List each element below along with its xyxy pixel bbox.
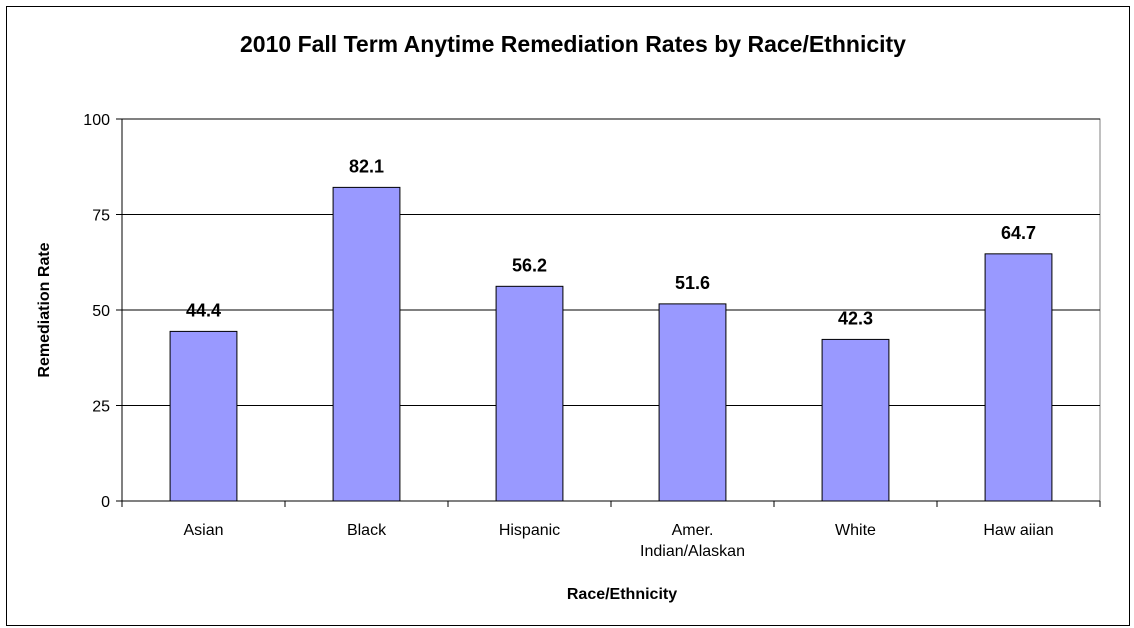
x-tick-label: Amer.: [672, 522, 714, 539]
bar-chart: 2010 Fall Term Anytime Remediation Rates…: [36, 31, 1101, 603]
bar: [332, 186, 401, 502]
x-tick-label: White: [835, 522, 876, 539]
chart-container: 2010 Fall Term Anytime Remediation Rates…: [6, 6, 1130, 626]
x-tick-label: Hispanic: [499, 522, 560, 539]
bar: [658, 303, 727, 502]
data-label: 82.1: [349, 156, 384, 176]
bars: [169, 186, 1053, 502]
bar: [495, 285, 564, 502]
bar: [169, 330, 238, 502]
y-tick-label: 0: [101, 494, 110, 511]
x-tick-label: Asian: [183, 522, 223, 539]
gridlines: [121, 118, 1101, 502]
data-label: 42.3: [838, 308, 873, 328]
y-tick-label: 100: [83, 112, 110, 129]
x-tick-label: Haw aiian: [983, 522, 1053, 539]
x-tick-label: Indian/Alaskan: [640, 543, 745, 560]
bar: [821, 338, 890, 502]
y-axis-title: Remediation Rate: [36, 242, 53, 377]
data-label: 51.6: [675, 273, 710, 293]
bar: [984, 253, 1053, 502]
chart-title: 2010 Fall Term Anytime Remediation Rates…: [240, 31, 906, 57]
data-label: 56.2: [512, 255, 547, 275]
data-label: 64.7: [1001, 223, 1036, 243]
x-tick-label: Black: [347, 522, 387, 539]
y-tick-label: 25: [92, 399, 110, 416]
y-tick-label: 75: [92, 208, 110, 225]
data-label: 44.4: [186, 300, 221, 320]
y-tick-label: 50: [92, 303, 110, 320]
labels: 0 25 50 75 100 44.4 Asian 82.1 Black 56.2 Hispanic…: [83, 112, 1053, 560]
x-axis-title: Race/Ethnicity: [567, 586, 677, 603]
axes: [116, 118, 1101, 507]
